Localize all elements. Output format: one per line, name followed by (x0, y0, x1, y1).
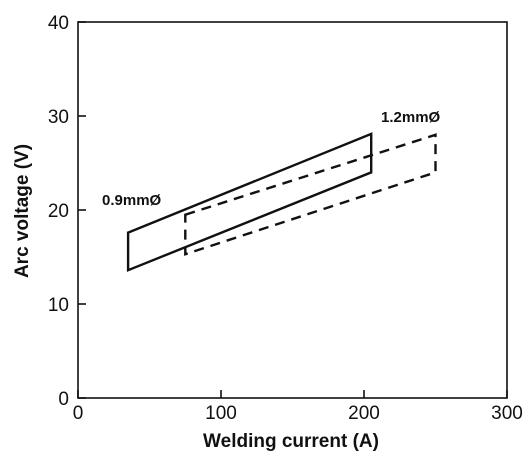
y-tick-label: 0 (58, 389, 69, 410)
series-label-0: 0.9mmØ (102, 192, 162, 209)
y-axis-ticks: 0 10 20 30 40 (48, 13, 86, 410)
y-axis-title: Arc voltage (V) (12, 144, 33, 278)
x-tick-label: 300 (491, 403, 523, 424)
y-tick-label: 20 (48, 201, 69, 222)
series-layer (126, 132, 437, 272)
series-label-1: 1.2mmØ (381, 109, 441, 126)
series-region-0 (126, 132, 373, 272)
y-tick-label: 10 (48, 295, 69, 316)
x-tick-label: 200 (348, 403, 380, 424)
plot-area-frame (77, 21, 508, 399)
x-axis-ticks: 0 100 200 300 (73, 390, 523, 424)
x-axis-title: Welding current (A) (203, 431, 379, 452)
y-tick-label: 30 (48, 107, 69, 128)
y-tick-label: 40 (48, 13, 69, 34)
x-tick-label: 0 (73, 403, 84, 424)
x-tick-label: 100 (205, 403, 237, 424)
series-region-1 (184, 133, 437, 256)
